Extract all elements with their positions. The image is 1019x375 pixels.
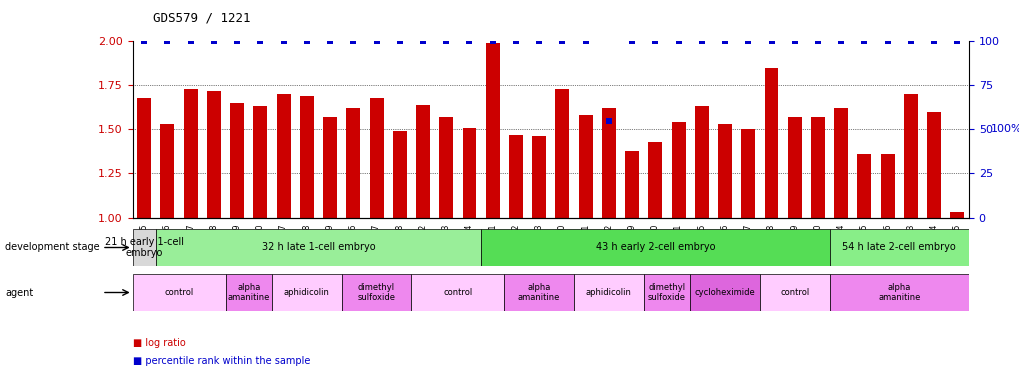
FancyBboxPatch shape xyxy=(643,274,690,311)
Bar xyxy=(834,108,848,217)
Text: alpha
amanitine: alpha amanitine xyxy=(877,283,919,302)
Text: ■ log ratio: ■ log ratio xyxy=(132,338,185,348)
Text: aphidicolin: aphidicolin xyxy=(283,288,329,297)
Text: alpha
amanitine: alpha amanitine xyxy=(518,283,559,302)
Text: dimethyl
sulfoxide: dimethyl sulfoxide xyxy=(358,283,395,302)
Text: control: control xyxy=(443,288,472,297)
FancyBboxPatch shape xyxy=(828,229,968,266)
Bar xyxy=(300,96,314,218)
Text: dimethyl
sulfoxide: dimethyl sulfoxide xyxy=(647,283,686,302)
FancyBboxPatch shape xyxy=(272,274,341,311)
Bar xyxy=(625,150,639,217)
Y-axis label: 100%: 100% xyxy=(989,124,1019,134)
Bar xyxy=(555,89,569,218)
Bar xyxy=(903,94,917,218)
Bar xyxy=(392,131,407,218)
Text: agent: agent xyxy=(5,288,34,297)
Bar xyxy=(230,103,244,218)
Bar xyxy=(439,117,452,218)
FancyBboxPatch shape xyxy=(574,274,643,311)
Bar xyxy=(369,98,383,218)
Text: 32 h late 1-cell embryo: 32 h late 1-cell embryo xyxy=(262,243,375,252)
Bar xyxy=(601,108,615,217)
Bar xyxy=(253,106,267,218)
Bar xyxy=(810,117,824,218)
FancyBboxPatch shape xyxy=(132,229,156,266)
Bar xyxy=(857,154,870,218)
Bar xyxy=(578,115,592,218)
Bar xyxy=(462,128,476,218)
Bar xyxy=(485,43,499,218)
Bar xyxy=(276,94,290,218)
Text: control: control xyxy=(780,288,809,297)
Text: development stage: development stage xyxy=(5,243,100,252)
FancyBboxPatch shape xyxy=(411,274,503,311)
Text: GDS579 / 1221: GDS579 / 1221 xyxy=(153,11,251,24)
Text: cycloheximide: cycloheximide xyxy=(694,288,755,297)
Text: 54 h late 2-cell embryo: 54 h late 2-cell embryo xyxy=(842,243,955,252)
Text: alpha
amanitine: alpha amanitine xyxy=(227,283,270,302)
FancyBboxPatch shape xyxy=(690,274,759,311)
Text: 21 h early 1-cell
embryo: 21 h early 1-cell embryo xyxy=(105,237,183,258)
Bar xyxy=(648,142,661,218)
Bar xyxy=(950,212,963,217)
FancyBboxPatch shape xyxy=(759,274,828,311)
Bar xyxy=(671,122,685,218)
Bar xyxy=(207,91,221,218)
FancyBboxPatch shape xyxy=(503,274,574,311)
FancyBboxPatch shape xyxy=(132,274,225,311)
Text: control: control xyxy=(164,288,194,297)
FancyBboxPatch shape xyxy=(481,229,828,266)
Bar xyxy=(346,108,360,217)
Bar xyxy=(183,89,198,218)
Text: ■ percentile rank within the sample: ■ percentile rank within the sample xyxy=(132,356,310,366)
FancyBboxPatch shape xyxy=(156,229,481,266)
Bar xyxy=(160,124,174,218)
Bar xyxy=(532,136,545,218)
Bar xyxy=(879,154,894,218)
Bar xyxy=(323,117,336,218)
Bar xyxy=(717,124,732,218)
Bar xyxy=(416,105,430,218)
Text: 43 h early 2-cell embryo: 43 h early 2-cell embryo xyxy=(595,243,714,252)
FancyBboxPatch shape xyxy=(341,274,411,311)
Bar xyxy=(764,68,777,218)
Bar xyxy=(138,98,151,218)
Bar xyxy=(694,106,708,218)
Bar xyxy=(741,129,754,218)
Text: aphidicolin: aphidicolin xyxy=(585,288,631,297)
Bar xyxy=(926,112,941,218)
FancyBboxPatch shape xyxy=(225,274,272,311)
Bar xyxy=(787,117,801,218)
FancyBboxPatch shape xyxy=(828,274,968,311)
Bar xyxy=(508,135,523,218)
